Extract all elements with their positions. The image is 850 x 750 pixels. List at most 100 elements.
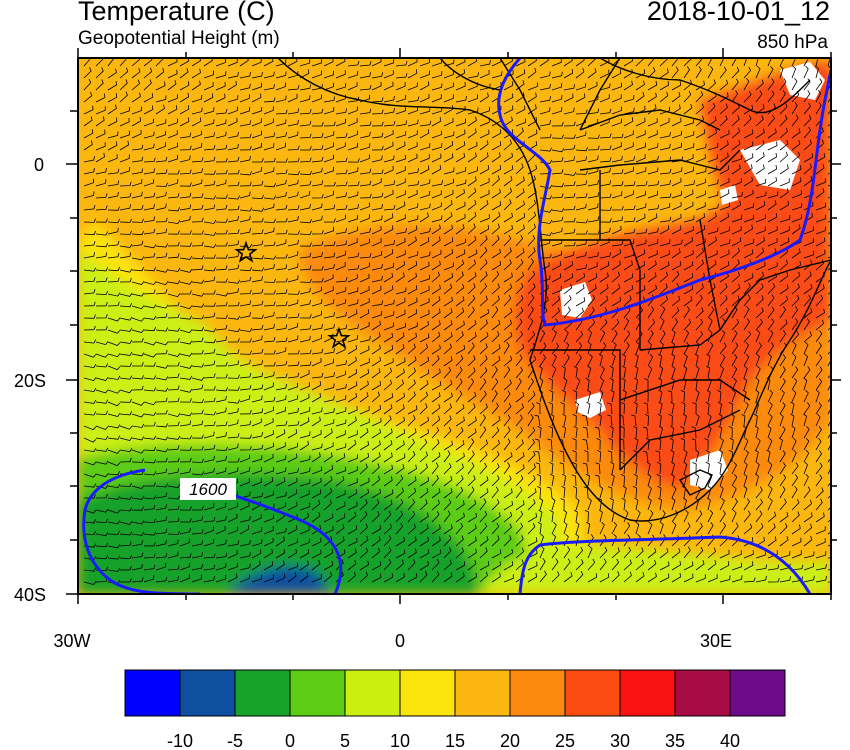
wind-barb [395,536,405,547]
wind-barb [575,264,587,271]
wind-barb [371,225,382,235]
wind-barb [719,79,729,91]
wind-barb [275,324,288,331]
wind-barb [755,307,764,319]
wind-barb [695,115,705,127]
wind-barb [419,143,431,151]
wind-barb [155,217,168,223]
wind-barb [815,498,823,511]
wind-barb [455,331,464,343]
wind-barb [730,413,735,427]
wind-barb [503,523,512,535]
wind-barb [371,320,381,331]
wind-barb [539,329,546,343]
wind-barb [167,517,180,523]
wind-barb [167,435,181,440]
wind-barb [815,330,823,343]
wind-barb [179,145,192,151]
wind-barb [563,521,568,535]
wind-barb [767,342,775,355]
wind-barb [753,413,758,427]
wind-barb [143,504,156,511]
wind-barb [347,142,359,151]
wind-barb [563,193,576,199]
wind-barb [683,522,691,535]
wind-barb [395,178,406,187]
wind-barb [683,353,688,367]
wind-barb [287,313,300,319]
wind-barb [227,143,239,151]
wind-barb [371,344,381,355]
wind-barb [575,354,582,367]
wind-barb [323,525,334,535]
wind-barb [203,516,216,523]
wind-barb [683,154,694,163]
wind-barb [143,67,153,79]
wind-barb [551,207,565,213]
wind-barb [239,83,251,91]
wind-barb [335,181,348,187]
wind-barb [227,80,237,91]
wind-barb [299,230,312,236]
wind-barb [503,500,514,511]
wind-barb [431,488,441,499]
wind-barb [359,488,369,499]
wind-barb [515,283,524,295]
wind-barb [95,67,104,79]
wind-barb [575,497,580,511]
wind-barb [635,509,641,523]
wind-barb [707,227,719,235]
wind-barb [383,189,394,199]
wind-barb [815,308,825,319]
wind-barb [683,285,694,295]
wind-barb [131,179,143,187]
wind-barb [503,366,511,379]
wind-barb [743,214,754,223]
wind-barb [204,290,216,295]
wind-barb [143,375,157,380]
wind-barb [561,365,566,379]
wind-barb [167,530,180,536]
wind-barb [431,452,441,463]
wind-barb [719,115,728,127]
wind-barb [551,353,557,367]
colorbar-swatch [564,669,621,717]
wind-barb [180,290,192,295]
wind-barb [299,538,310,547]
wind-barb [179,132,192,139]
wind-barb [611,106,622,115]
wind-barb [287,382,299,391]
wind-barb [620,450,625,463]
wind-barb [671,261,682,271]
wind-barb [239,266,253,272]
wind-barb [743,282,751,295]
wind-barb [275,573,286,583]
colorbar-label: 10 [390,731,410,750]
wind-barb [575,342,583,355]
wind-barb [671,547,681,559]
wind-barb [551,134,564,139]
wind-barb [695,129,706,139]
wind-barb [647,250,658,259]
wind-barb [611,118,622,127]
wind-barb [594,474,601,487]
wind-barb [515,118,526,127]
wind-barb [562,425,567,439]
wind-barb [668,414,673,427]
wind-barb [95,179,107,187]
wind-barb [755,115,764,127]
wind-barb [335,192,347,199]
wind-barb [287,119,299,127]
wind-barb [407,391,416,403]
wind-barb [347,381,358,391]
x-label-30w: 30W [53,631,90,651]
wind-barb [779,389,785,403]
wind-barb [779,188,789,199]
wind-barb [658,401,663,415]
wind-barb [443,415,452,427]
wind-barb [695,522,703,535]
wind-barb [371,440,381,451]
wind-barb [335,94,346,103]
wind-barb [695,546,704,559]
wind-barb [515,224,525,235]
